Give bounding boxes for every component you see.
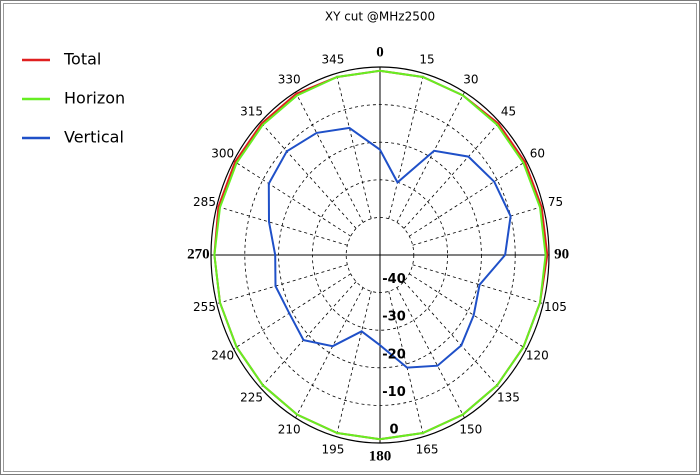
- angle-label: 255: [193, 300, 216, 314]
- r-tick-label: 0: [389, 423, 398, 438]
- r-tick-label: -20: [382, 347, 406, 362]
- spoke: [335, 73, 372, 219]
- angle-label: 75: [548, 195, 563, 209]
- angle-label: 0: [376, 44, 384, 60]
- angle-label: 30: [463, 72, 478, 86]
- angle-label: 180: [369, 449, 392, 465]
- spoke: [216, 205, 348, 246]
- spoke: [396, 92, 465, 223]
- angle-label: 60: [530, 146, 545, 160]
- spoke: [409, 273, 527, 350]
- angle-label: 285: [193, 195, 216, 209]
- angle-label: 300: [211, 146, 234, 160]
- angle-label: 225: [240, 390, 263, 404]
- spoke: [409, 160, 527, 237]
- spoke: [233, 160, 351, 237]
- angle-label: 195: [322, 443, 345, 457]
- spoke: [412, 205, 544, 246]
- r-tick-label: -30: [382, 310, 406, 325]
- legend-label: Horizon: [64, 89, 125, 108]
- spoke: [388, 291, 425, 437]
- spoke: [396, 287, 465, 418]
- angle-label: 315: [240, 105, 263, 119]
- spoke: [388, 73, 425, 219]
- angle-label: 210: [278, 423, 301, 437]
- series-line: [213, 69, 547, 441]
- spoke: [295, 92, 364, 223]
- angle-label: 330: [278, 72, 301, 86]
- legend-label: Vertical: [64, 128, 124, 147]
- angle-label: 240: [211, 349, 234, 363]
- angle-label: 120: [526, 349, 549, 363]
- r-tick-label: -40: [382, 272, 406, 287]
- angle-label: 135: [497, 390, 520, 404]
- angle-label: 165: [416, 443, 439, 457]
- angle-label: 45: [501, 105, 516, 119]
- chart-title: XY cut @MHz2500: [325, 10, 435, 24]
- spoke: [233, 273, 351, 350]
- angle-label: 90: [554, 246, 569, 262]
- inner-frame: [3, 3, 697, 472]
- angle-label: 345: [322, 52, 345, 66]
- angle-label: 270: [187, 246, 210, 262]
- spoke: [412, 264, 544, 305]
- spoke: [295, 287, 364, 418]
- angle-label: 150: [459, 423, 482, 437]
- r-tick-label: -10: [382, 385, 406, 400]
- angle-label: 15: [419, 52, 434, 66]
- legend-label: Total: [63, 50, 101, 69]
- spoke: [216, 264, 348, 305]
- series-line: [267, 126, 512, 369]
- spoke: [335, 291, 372, 437]
- angle-label: 105: [544, 300, 567, 314]
